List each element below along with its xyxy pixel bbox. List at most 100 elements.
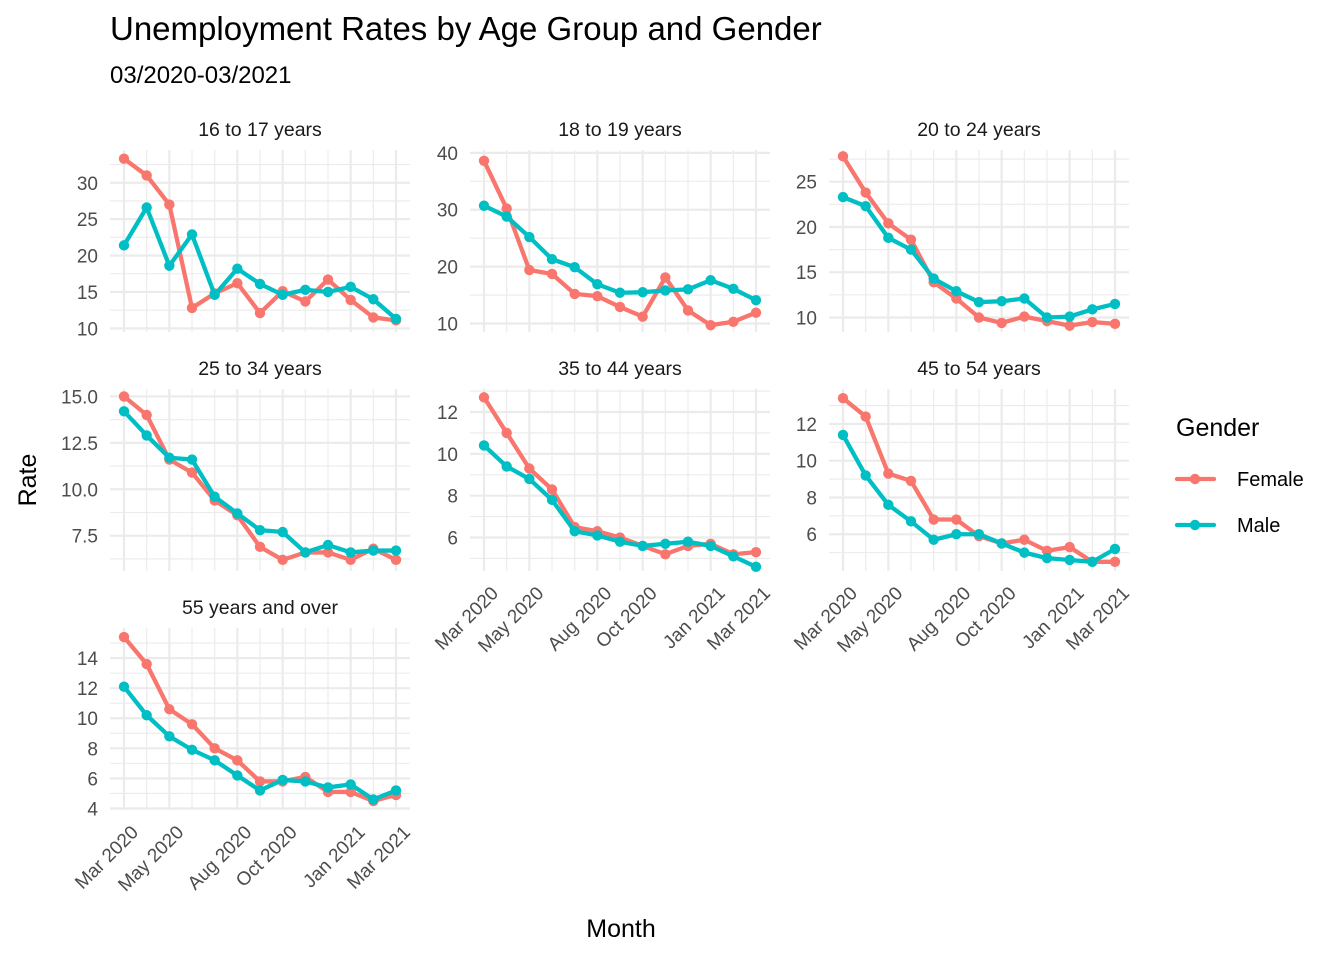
data-point-female bbox=[1064, 320, 1075, 331]
y-tick-label: 8 bbox=[447, 487, 458, 508]
y-tick-label: 8 bbox=[87, 739, 98, 760]
data-point-male bbox=[837, 429, 849, 441]
facet-16-to-17-years: 16 to 17 years 10 15 20 25 30 bbox=[77, 119, 410, 340]
y-tick-label: 15.0 bbox=[61, 387, 98, 408]
data-point-male bbox=[1087, 304, 1098, 315]
data-point-female bbox=[390, 554, 402, 566]
data-point-male bbox=[186, 744, 198, 756]
y-tick-label: 8 bbox=[806, 488, 817, 509]
legend-title: Gender bbox=[1176, 414, 1259, 442]
data-point-male bbox=[524, 473, 535, 485]
y-tick-label: 14 bbox=[77, 649, 99, 670]
data-point-male bbox=[277, 774, 288, 786]
data-point-female bbox=[837, 392, 849, 404]
data-point-male bbox=[1019, 547, 1030, 558]
data-point-female bbox=[322, 547, 334, 558]
data-point-male bbox=[973, 296, 985, 308]
data-point-male bbox=[478, 440, 490, 451]
data-point-female bbox=[164, 199, 175, 210]
data-point-male bbox=[368, 294, 379, 305]
data-point-female bbox=[728, 316, 739, 327]
y-tick-label: 12 bbox=[77, 679, 98, 700]
data-point-female bbox=[614, 301, 626, 313]
data-point-male bbox=[322, 539, 334, 551]
data-point-female bbox=[905, 475, 917, 487]
y-tick-label: 10 bbox=[77, 319, 98, 340]
data-point-male bbox=[345, 281, 356, 293]
data-point-female bbox=[277, 554, 288, 566]
data-point-female bbox=[905, 234, 917, 245]
y-tick-label: 15 bbox=[796, 263, 817, 284]
data-point-male bbox=[232, 508, 243, 519]
data-point-male bbox=[592, 530, 603, 541]
data-point-male bbox=[837, 191, 849, 203]
y-tick-label: 12.5 bbox=[61, 434, 98, 455]
legend-label: Male bbox=[1237, 515, 1280, 537]
data-point-female bbox=[705, 319, 716, 331]
data-point-female bbox=[345, 294, 356, 306]
data-point-female bbox=[951, 514, 962, 525]
data-point-male bbox=[996, 296, 1007, 307]
data-point-male bbox=[300, 547, 311, 558]
data-point-male bbox=[682, 284, 694, 295]
data-point-male bbox=[478, 200, 490, 211]
data-point-female bbox=[1109, 318, 1121, 330]
data-point-female bbox=[660, 272, 671, 283]
data-point-female bbox=[1109, 556, 1121, 568]
facet-strip-label: 16 to 17 years bbox=[198, 119, 322, 141]
data-point-male bbox=[368, 794, 379, 805]
facet-panels: 16 to 17 years 10 15 20 25 30 18 to 19 years 10… bbox=[61, 119, 1134, 896]
data-point-male bbox=[322, 286, 334, 298]
chart-title: Unemployment Rates by Age Group and Gend… bbox=[110, 10, 822, 47]
data-point-male bbox=[390, 545, 402, 556]
data-point-male bbox=[1041, 312, 1053, 323]
y-tick-label: 6 bbox=[806, 525, 817, 546]
data-point-male bbox=[637, 286, 648, 298]
legend-item-female: Female bbox=[1174, 469, 1304, 491]
data-point-male bbox=[277, 289, 288, 301]
y-tick-label: 10.0 bbox=[61, 480, 98, 501]
data-point-female bbox=[209, 743, 220, 754]
data-point-female bbox=[750, 307, 762, 318]
data-point-male bbox=[277, 526, 288, 538]
data-point-female bbox=[345, 554, 356, 566]
data-point-male bbox=[682, 536, 694, 547]
data-point-female bbox=[186, 719, 198, 730]
data-point-female bbox=[345, 786, 356, 798]
data-point-male bbox=[345, 779, 356, 790]
data-point-male bbox=[118, 681, 130, 692]
data-point-male bbox=[118, 240, 130, 251]
chart-subtitle: 03/2020-03/2021 bbox=[110, 62, 292, 89]
y-tick-label: 10 bbox=[796, 309, 817, 330]
data-point-male bbox=[883, 499, 894, 511]
y-tick-label: 12 bbox=[437, 403, 458, 424]
data-point-male bbox=[750, 294, 762, 306]
data-point-male bbox=[1087, 556, 1098, 568]
y-tick-label: 30 bbox=[437, 201, 458, 222]
data-point-female bbox=[951, 293, 962, 304]
data-point-male bbox=[300, 284, 311, 295]
data-point-male bbox=[883, 232, 894, 244]
data-point-male bbox=[118, 406, 130, 417]
y-axis-title: Rate bbox=[14, 454, 42, 507]
data-point-female bbox=[682, 305, 694, 316]
data-point-female bbox=[546, 484, 558, 495]
data-point-male bbox=[164, 452, 175, 463]
data-point-male bbox=[546, 494, 558, 506]
data-point-female bbox=[1041, 545, 1053, 556]
data-point-female bbox=[118, 153, 130, 164]
data-point-male bbox=[164, 731, 175, 742]
data-point-female bbox=[501, 203, 512, 214]
legend: Gender Female Male bbox=[1174, 414, 1304, 537]
data-point-male bbox=[186, 229, 198, 240]
y-tick-label: 10 bbox=[437, 314, 458, 335]
data-point-female bbox=[322, 274, 334, 285]
facet-20-to-24-years: 20 to 24 years 10 15 20 25 bbox=[796, 119, 1129, 332]
data-point-female bbox=[883, 218, 894, 229]
facet-strip-label: 45 to 54 years bbox=[917, 358, 1041, 380]
